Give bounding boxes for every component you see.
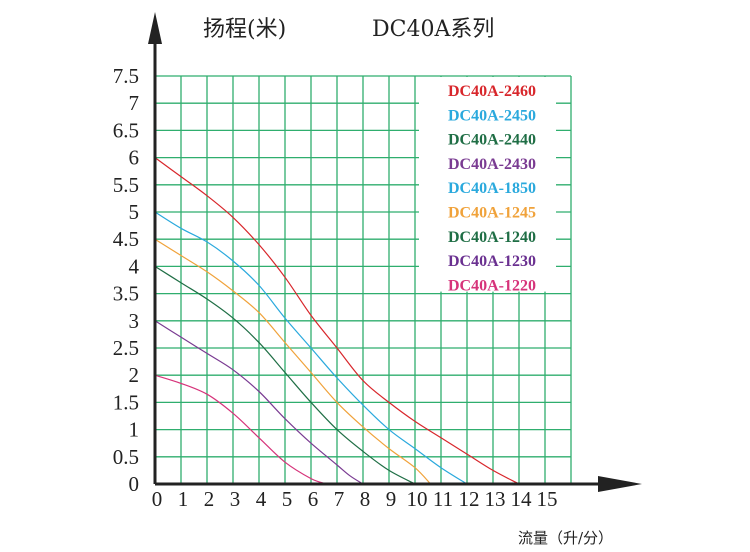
y-tick-label: 2	[129, 363, 140, 387]
x-tick-label: 13	[485, 487, 506, 511]
legend-entry: DC40A-1850	[448, 180, 536, 197]
y-tick-labels: 0 0.5 1 1.5 2 2.5 3 3.5 4 4.5 5 5.5 6 6.5 7 7.5	[113, 64, 140, 496]
x-tick-label: 1	[178, 487, 189, 511]
y-axis-arrow	[148, 12, 162, 44]
x-tick-label: 6	[308, 487, 319, 511]
series-lines	[154, 157, 520, 485]
chart-title: DC40A系列	[372, 17, 494, 42]
legend-entry: DC40A-1230	[448, 253, 536, 270]
y-tick-label: 6	[129, 146, 140, 170]
y-tick-label: 5	[129, 200, 140, 224]
series-line-dc40a-2450	[154, 211, 468, 485]
legend-entry: DC40A-2460	[448, 83, 536, 100]
legend-entry: DC40A-2450	[448, 107, 536, 124]
legend: DC40A-2460 DC40A-2450 DC40A-2440 DC40A-2430…	[448, 83, 536, 294]
legend-entry: DC40A-1245	[448, 205, 536, 222]
x-axis-arrow	[598, 476, 642, 492]
legend-entry: DC40A-1220	[448, 277, 536, 294]
y-tick-label: 0	[129, 472, 140, 496]
y-axis-title: 扬程(米)	[203, 17, 286, 42]
series-line-dc40a-2440	[154, 265, 416, 485]
y-tick-label: 4	[129, 254, 140, 278]
legend-box	[419, 77, 556, 292]
y-tick-label: 3	[129, 309, 140, 333]
legend-entry: DC40A-1240	[448, 229, 536, 246]
x-tick-label: 8	[360, 487, 371, 511]
x-axis-title: 流量（升/分）	[518, 529, 613, 547]
axes	[148, 12, 642, 492]
y-tick-label: 7	[129, 91, 140, 115]
x-tick-label: 3	[230, 487, 241, 511]
y-tick-label: 3.5	[113, 282, 139, 306]
x-tick-label: 10	[407, 487, 428, 511]
legend-entry: DC40A-2440	[448, 132, 536, 149]
y-tick-label: 7.5	[113, 64, 139, 88]
y-tick-label: 5.5	[113, 173, 139, 197]
y-tick-label: 1.5	[113, 390, 139, 414]
series-line-dc40a-2430	[154, 320, 364, 485]
y-tick-label: 2.5	[113, 336, 139, 360]
y-tick-label: 0.5	[113, 445, 139, 469]
x-tick-label: 15	[537, 487, 558, 511]
y-tick-label: 6.5	[113, 118, 139, 142]
x-tick-label: 9	[386, 487, 397, 511]
x-tick-label: 2	[204, 487, 215, 511]
x-tick-label: 12	[459, 487, 480, 511]
x-tick-label: 11	[433, 487, 453, 511]
x-tick-labels: 0 1 2 3 4 5 6 7 8 9 10 11 12 13 14 15	[152, 487, 558, 511]
y-tick-label: 1	[129, 418, 140, 442]
series-line-dc40a-1220	[154, 374, 327, 485]
series-line-dc40a-2460	[154, 157, 520, 485]
legend-background	[419, 77, 556, 292]
legend-entry: DC40A-2430	[448, 156, 536, 173]
x-tick-label: 5	[282, 487, 293, 511]
x-tick-label: 0	[152, 487, 163, 511]
series-line-dc40a-1245	[154, 238, 432, 485]
x-tick-label: 7	[334, 487, 345, 511]
y-tick-label: 4.5	[113, 227, 139, 251]
x-tick-label: 4	[256, 487, 267, 511]
x-tick-label: 14	[511, 487, 533, 511]
